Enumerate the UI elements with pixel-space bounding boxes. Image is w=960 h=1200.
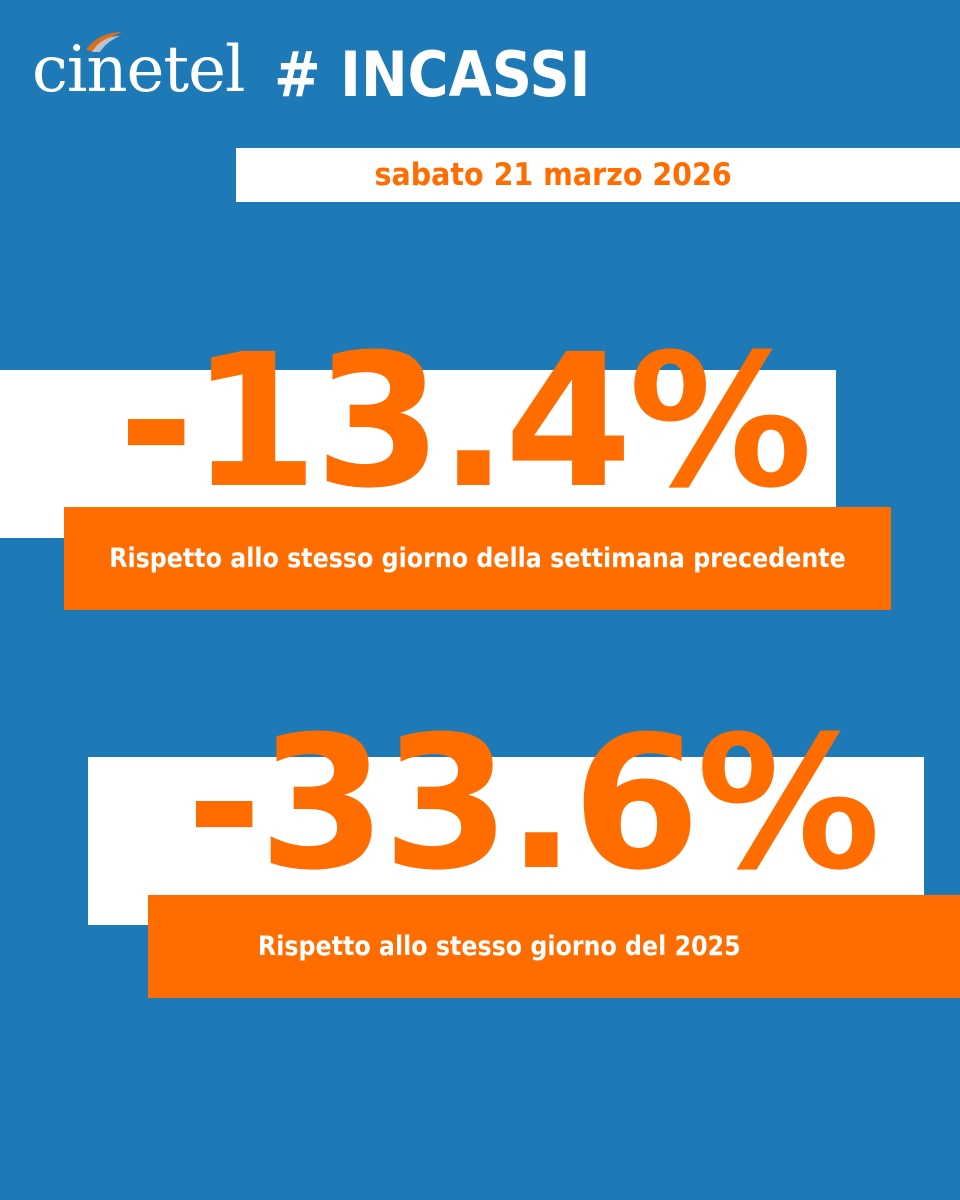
yearly-caption-bar: Rispetto allo stesso giorno del 2025	[148, 895, 960, 998]
weekly-change-value: -13.4%	[118, 315, 813, 529]
date-label: sabato 21 marzo 2026	[374, 157, 732, 193]
weekly-caption-bar: Rispetto allo stesso giorno della settim…	[64, 507, 891, 610]
logo-wordmark: cinetel	[32, 33, 245, 107]
hashtag-title: # INCASSI	[274, 38, 591, 111]
weekly-caption: Rispetto allo stesso giorno della settim…	[109, 543, 846, 574]
flame-icon	[86, 32, 122, 52]
yearly-caption: Rispetto allo stesso giorno del 2025	[257, 931, 741, 962]
cinetel-logo: cinetel	[32, 32, 245, 118]
date-banner: sabato 21 marzo 2026	[236, 148, 960, 202]
yearly-change-value: -33.6%	[186, 697, 881, 911]
